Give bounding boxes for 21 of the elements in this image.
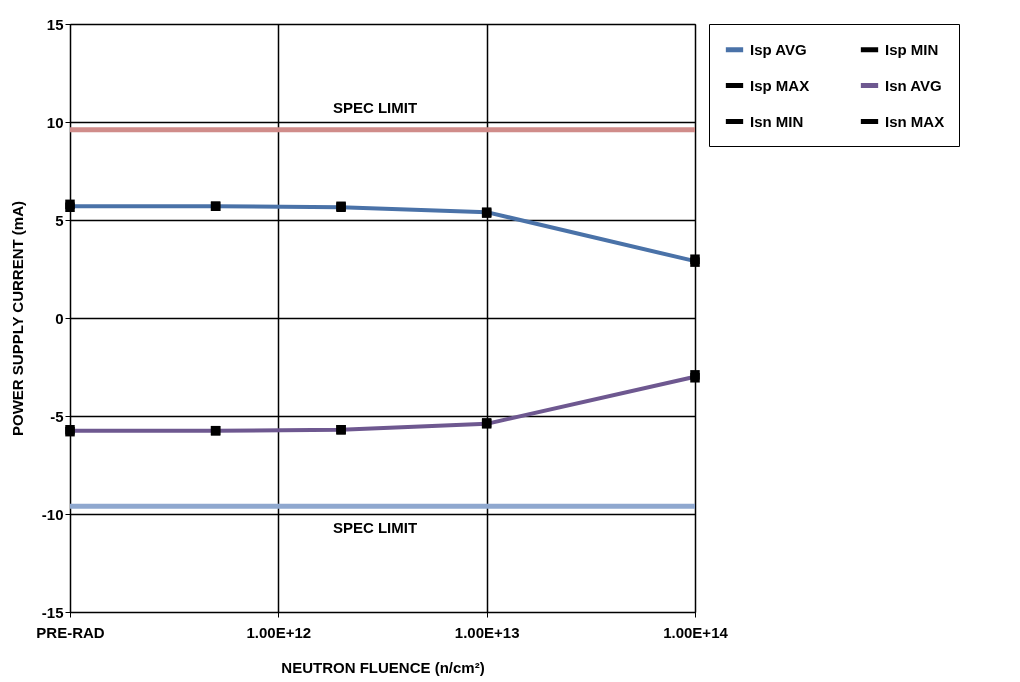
legend-label: Isn MAX — [885, 112, 945, 130]
ref-line-label: SPEC LIMIT — [332, 519, 418, 537]
legend-label: Isp MAX — [750, 76, 810, 94]
y-tick-label: -5 — [50, 407, 64, 425]
ref-line-label: SPEC LIMIT — [332, 98, 418, 116]
y-axis-title: POWER SUPPLY CURRENT (mA) — [8, 200, 26, 437]
y-tick-label: 15 — [46, 15, 64, 33]
y-tick-label: 5 — [55, 211, 64, 229]
y-tick-label: -15 — [41, 603, 64, 621]
y-tick-label: -10 — [41, 505, 64, 523]
x-tick-label: 1.00E+13 — [454, 623, 520, 641]
x-axis-title: NEUTRON FLUENCE (n/cm²) — [281, 658, 485, 676]
y-tick-label: 10 — [46, 113, 64, 131]
x-tick-label: 1.00E+14 — [663, 623, 729, 641]
x-tick-label: 1.00E+12 — [246, 623, 312, 641]
legend-label: Isn MIN — [750, 112, 804, 130]
y-tick-label: 0 — [55, 309, 64, 327]
legend-label: Isp MIN — [885, 40, 939, 58]
legend-label: Isp AVG — [750, 40, 807, 58]
x-tick-label: PRE-RAD — [36, 623, 105, 641]
legend-label: Isn AVG — [885, 76, 942, 94]
